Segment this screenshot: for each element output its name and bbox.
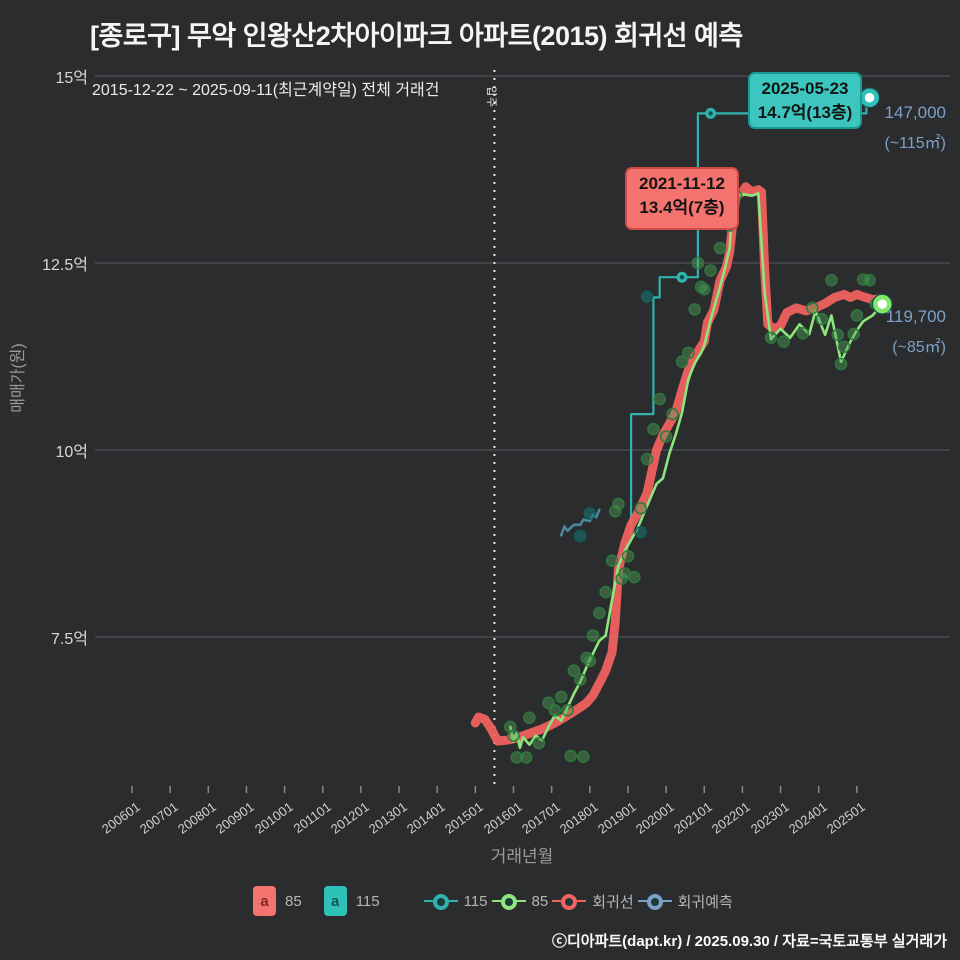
annotation-peak-85: 2021-11-12 13.4억(7층) — [625, 167, 739, 230]
legend-label-prediction[interactable]: 회귀예측 — [677, 893, 733, 911]
end-marker-85 — [871, 293, 893, 315]
series-marker-115 — [676, 271, 688, 283]
legend-marker-85-icon[interactable] — [491, 892, 526, 910]
page-subtitle: 2015-12-22 ~ 2025-09-11(최근계약일) 전체 거래건 — [92, 82, 440, 99]
legend-marker-regression-icon[interactable] — [552, 892, 587, 910]
legend-swatch-115[interactable]: a — [323, 886, 347, 916]
legend-swatch-85[interactable]: a — [253, 886, 276, 916]
series-marker-115 — [705, 107, 717, 119]
legend-label-85-box[interactable]: 85 — [285, 892, 302, 910]
annotation-price: 13.4억(7층) — [639, 198, 725, 217]
legend-label-85[interactable]: 85 — [531, 892, 549, 910]
latest-price-115: 147,000 — [884, 103, 946, 122]
scatter-115 — [573, 290, 654, 543]
legend-marker-prediction-icon[interactable] — [637, 892, 672, 910]
x-ticks — [131, 786, 858, 793]
y-tick-label: 7.5억 — [51, 631, 88, 648]
y-tick-label: 12.5억 — [42, 257, 88, 274]
legend-label-regression[interactable]: 회귀선 — [592, 893, 634, 911]
series-line-85 — [508, 192, 884, 750]
latest-area-115: (~115㎡) — [884, 135, 946, 152]
latest-area-85: (~85㎡) — [892, 339, 946, 356]
y-axis-title: 매매가(원) — [10, 343, 27, 413]
legend: a 85 a 115 115 85 회귀선 회귀예측 — [253, 886, 737, 916]
series-line-회귀선 — [470, 182, 884, 746]
legend-label-115-box[interactable]: 115 — [355, 892, 380, 910]
page-title: [종로구] 무악 인왕산2차아이파크 아파트(2015) 회귀선 예측 — [90, 21, 743, 51]
annotation-date: 2025-05-23 — [761, 79, 849, 98]
annotation-latest-115: 2025-05-23 14.7억(13층) — [748, 72, 862, 129]
y-tick-label: 15억 — [55, 70, 88, 87]
y-tick-label: 10억 — [55, 444, 88, 461]
footer-credit: ⓒ디아파트(dapt.kr) / 2025.09.30 / 자료=국토교통부 실… — [551, 933, 947, 950]
move-in-label: 입주 — [485, 86, 497, 109]
x-axis-title: 거래년월 — [490, 847, 554, 866]
latest-price-85: 119,700 — [885, 307, 946, 326]
legend-marker-115-icon[interactable] — [423, 892, 458, 910]
series-line-115 — [629, 96, 871, 535]
annotation-date: 2021-11-12 — [638, 174, 726, 193]
gridlines — [95, 75, 950, 638]
scatter-85 — [503, 189, 883, 764]
legend-label-115[interactable]: 115 — [463, 892, 488, 910]
annotation-price: 14.7억(13층) — [757, 103, 853, 122]
